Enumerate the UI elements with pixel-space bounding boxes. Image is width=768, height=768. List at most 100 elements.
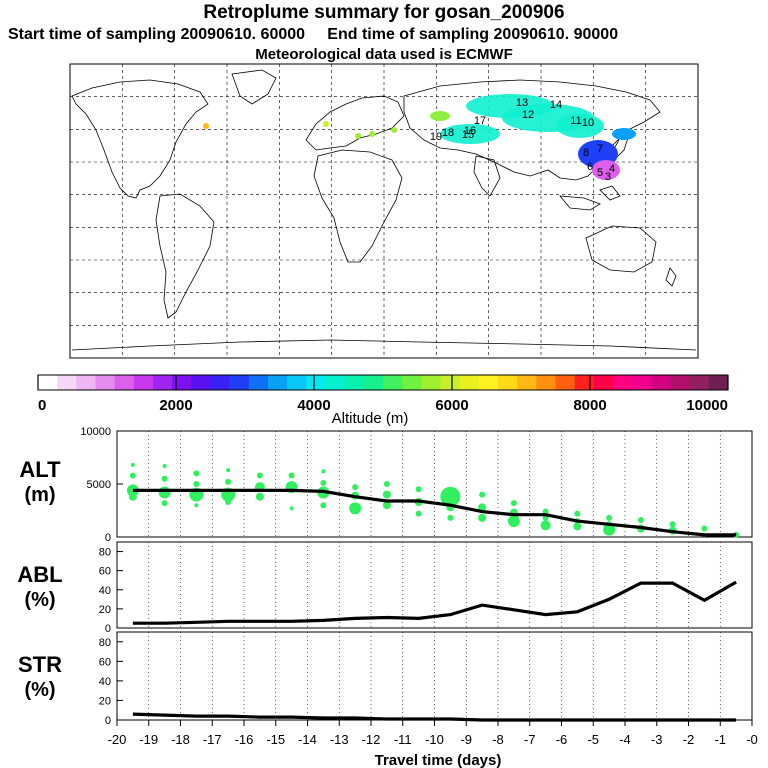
colorbar-swatch xyxy=(632,375,652,390)
x-tick-label: -2 xyxy=(683,732,695,747)
colorbar-swatch xyxy=(306,375,326,390)
plume-patch xyxy=(430,111,450,121)
panel-abl: 80 60 40 20 0 ABL(%) xyxy=(17,541,753,635)
x-tick-label: -12 xyxy=(362,732,381,747)
altitude-point xyxy=(255,492,264,501)
altitude-point xyxy=(383,481,390,487)
colorbar-label: Altitude (m) xyxy=(332,410,409,427)
altitude-point xyxy=(193,481,200,487)
plume-day-label: 12 xyxy=(522,109,534,121)
plume-dot xyxy=(391,127,397,133)
altitude-point xyxy=(226,468,231,473)
colorbar-swatch xyxy=(153,375,173,390)
chart-title: Retroplume summary for gosan_200906 xyxy=(203,2,565,23)
altitude-point xyxy=(320,502,327,509)
x-tick-label: -15 xyxy=(266,732,285,747)
series-line xyxy=(132,712,737,722)
plume-day-label: 18 xyxy=(442,127,454,139)
colorbar-swatch xyxy=(172,375,192,390)
plume-day-label: 8 xyxy=(583,147,589,159)
altitude-point xyxy=(382,501,391,510)
x-tick-label: -10 xyxy=(425,732,444,747)
y-tick-label: 10000 xyxy=(80,426,111,438)
plume-day-label: 4 xyxy=(609,163,615,175)
altitude-point xyxy=(288,472,295,479)
colorbar-swatch xyxy=(555,375,576,390)
plume-day-label: 5 xyxy=(597,167,603,179)
altitude-point xyxy=(540,520,551,531)
y-tick-label: 5000 xyxy=(87,479,111,491)
x-tick-label: -7 xyxy=(524,732,536,747)
altitude-point xyxy=(478,513,487,522)
altitude-point xyxy=(637,517,644,524)
altitude-point xyxy=(603,523,616,536)
panel-frame xyxy=(116,541,753,629)
travel-time-axis: -20 -19 -18 -17 -16 -15 -14 -13 -12 -11 -10 -9 -8 -7 -… xyxy=(108,720,758,747)
panel-alt: 10000 5000 0 ALT(m) xyxy=(19,426,753,544)
coastlines xyxy=(71,69,697,351)
colorbar-tick-label: 6000 xyxy=(435,397,468,414)
y-tick-label: 80 xyxy=(99,637,111,649)
altitude-point xyxy=(352,484,359,491)
altitude-point xyxy=(321,469,326,474)
altitude-point xyxy=(130,462,135,467)
altitude-point xyxy=(606,514,613,521)
y-axis-unit: (%) xyxy=(24,589,55,611)
altitude-point xyxy=(320,479,327,486)
altitude-point xyxy=(415,486,422,493)
y-tick-label: 60 xyxy=(99,566,111,578)
plume-dot xyxy=(203,123,209,129)
x-tick-label: -14 xyxy=(298,732,317,747)
altitude-point xyxy=(574,510,581,517)
altitude-point xyxy=(225,478,232,485)
y-tick-label: 0 xyxy=(105,715,111,727)
plume-patch xyxy=(556,114,604,138)
colorbar-swatch xyxy=(76,375,96,390)
plume-dot xyxy=(355,133,361,139)
altitude-point xyxy=(129,472,136,479)
y-axis-label: ALT xyxy=(19,457,61,482)
x-tick-label: -6 xyxy=(556,732,568,747)
series-line xyxy=(132,580,737,625)
plume-day-label: 16 xyxy=(464,125,476,137)
y-axis-unit: (m) xyxy=(24,484,55,506)
colorbar-swatch xyxy=(191,375,211,390)
x-tick-label: -5 xyxy=(587,732,599,747)
altitude-point xyxy=(194,503,199,508)
colorbar-swatch xyxy=(325,375,346,390)
x-tick-label: -0 xyxy=(746,732,758,747)
altitude-point xyxy=(479,491,486,498)
x-tick-label: -18 xyxy=(171,732,190,747)
x-tick-label: -3 xyxy=(651,732,663,747)
panel-str: 80 60 40 20 0 STR(%) xyxy=(18,631,753,727)
altitude-point xyxy=(510,500,517,507)
colorbar-swatch xyxy=(287,375,307,390)
met-data-label: Meteorological data used is ECMWF xyxy=(255,46,513,63)
altitude-point xyxy=(193,470,200,477)
plume-patch xyxy=(440,124,500,144)
end-time-label: End time of sampling 20090610. 90000 xyxy=(327,26,619,43)
x-axis-label: Travel time (days) xyxy=(375,752,502,768)
colorbar-swatch xyxy=(708,375,729,390)
colorbar-swatch xyxy=(95,375,116,390)
y-axis-unit: (%) xyxy=(24,679,55,701)
map-grid xyxy=(70,64,698,358)
colorbar-swatch xyxy=(133,375,154,390)
altitude-point xyxy=(225,499,232,506)
plume-patch xyxy=(612,128,636,140)
plume-day-label: 11 xyxy=(570,115,581,127)
colorbar-swatch xyxy=(344,375,365,390)
plume-day-label: 6 xyxy=(587,161,593,173)
colorbar-swatch xyxy=(613,375,633,390)
plume-day-label: 10 xyxy=(582,117,594,129)
plume-dot xyxy=(369,131,375,137)
plume-day-label: 14 xyxy=(550,99,562,111)
colorbar-swatch xyxy=(574,375,595,390)
colorbar-swatch xyxy=(114,375,135,390)
x-tick-label: -4 xyxy=(619,732,631,747)
y-axis-label: STR xyxy=(18,652,62,677)
y-axis-label: ABL xyxy=(17,562,62,587)
altitude-point xyxy=(415,510,422,517)
